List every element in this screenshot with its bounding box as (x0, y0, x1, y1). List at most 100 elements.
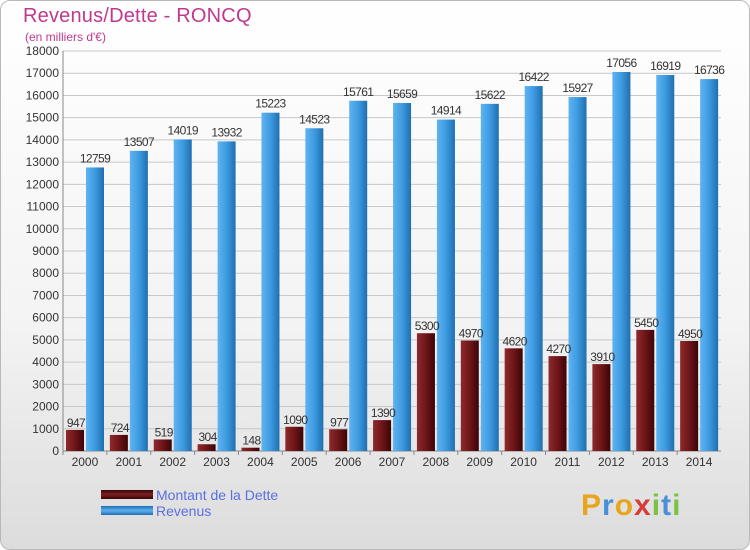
chart-subtitle: (en milliers d'€) (25, 30, 106, 44)
data-label-revenue: 15659 (387, 87, 418, 101)
data-label-revenue: 16919 (650, 59, 681, 73)
proxiti-logo: Proxiti (581, 489, 681, 523)
data-label-revenue: 16736 (694, 63, 725, 77)
data-label-debt: 4970 (459, 327, 484, 341)
x-tick-label: 2004 (247, 455, 274, 469)
x-tick-label: 2006 (335, 455, 362, 469)
logo-letter: r (602, 489, 615, 522)
data-label-revenue: 14523 (299, 112, 330, 126)
logo-letter: i (672, 489, 682, 522)
x-tick-label: 2000 (72, 455, 99, 469)
bar-debt (197, 444, 216, 451)
bar-debt (416, 333, 435, 451)
legend-label-revenue: Revenus (156, 503, 212, 519)
y-tick-label: 9000 (32, 244, 59, 258)
data-label-debt: 1390 (371, 406, 396, 420)
x-tick-label: 2003 (203, 455, 230, 469)
x-tick-label: 2002 (159, 455, 186, 469)
data-label-revenue: 15761 (343, 85, 374, 99)
bar-revenue (700, 79, 719, 451)
bar-debt (241, 447, 260, 451)
bar-debt (460, 340, 479, 451)
legend-swatch-revenue (101, 506, 153, 515)
y-tick-label: 0 (52, 444, 59, 458)
x-tick-label: 2010 (510, 455, 537, 469)
y-tick-label: 13000 (26, 155, 60, 169)
bar-revenue (261, 112, 280, 451)
data-label-revenue: 13932 (211, 125, 242, 139)
bar-debt (504, 348, 523, 451)
y-tick-label: 15000 (26, 111, 60, 125)
y-tick-label: 7000 (32, 288, 59, 302)
data-label-debt: 3910 (590, 350, 615, 364)
data-label-revenue: 14019 (168, 123, 199, 137)
data-label-debt: 519 (155, 425, 174, 439)
bar-debt (548, 356, 567, 451)
legend-label-debt: Montant de la Dette (156, 487, 279, 503)
y-tick-label: 16000 (26, 88, 60, 102)
y-tick-label: 8000 (32, 266, 59, 280)
data-label-debt: 5300 (415, 319, 440, 333)
chart-title: Revenus/Dette - RONCQ (23, 5, 252, 27)
bar-revenue (656, 75, 675, 452)
data-label-debt: 5450 (634, 316, 659, 330)
x-tick-label: 2011 (555, 455, 581, 469)
bar-debt (66, 429, 84, 451)
x-tick-label: 2007 (379, 455, 406, 469)
bar-revenue (436, 119, 455, 452)
bar-debt (636, 329, 655, 451)
bar-revenue (480, 103, 499, 451)
y-tick-label: 12000 (26, 177, 60, 191)
logo-letter: i (651, 489, 662, 522)
data-label-debt: 304 (198, 430, 217, 444)
y-tick-label: 10000 (26, 222, 60, 236)
data-label-revenue: 17056 (606, 56, 637, 70)
bar-revenue (305, 128, 324, 451)
data-label-revenue: 13507 (124, 135, 155, 149)
logo-letter: o (614, 489, 635, 522)
data-label-revenue: 15927 (562, 81, 593, 95)
data-label-debt: 148 (242, 434, 261, 448)
bar-debt (592, 364, 611, 451)
data-label-debt: 4620 (503, 334, 528, 348)
x-tick-label: 2014 (686, 455, 713, 469)
y-tick-label: 3000 (32, 377, 59, 391)
y-tick-label: 6000 (32, 311, 59, 325)
data-label-revenue: 15622 (475, 88, 506, 102)
y-tick-label: 18000 (26, 44, 60, 58)
bar-debt (329, 429, 348, 451)
y-tick-label: 14000 (26, 133, 60, 147)
x-tick-label: 2008 (423, 455, 450, 469)
data-label-debt: 724 (111, 421, 130, 435)
data-label-debt: 977 (330, 415, 349, 429)
x-tick-label: 2009 (466, 455, 493, 469)
data-label-revenue: 12759 (80, 151, 111, 165)
logo-letter: t (661, 489, 673, 522)
y-tick-label: 2000 (32, 400, 59, 414)
bar-revenue (217, 141, 236, 451)
y-tick-label: 1000 (32, 422, 59, 436)
logo-letter: x (634, 489, 652, 522)
data-label-debt: 4950 (678, 327, 703, 341)
data-label-debt: 947 (67, 416, 86, 430)
data-label-debt: 1090 (283, 413, 308, 427)
x-tick-label: 2005 (291, 455, 318, 469)
x-tick-label: 2013 (642, 455, 669, 469)
bar-revenue (524, 86, 543, 452)
bar-revenue (129, 150, 148, 451)
y-tick-label: 11000 (27, 200, 60, 214)
bar-revenue (173, 139, 192, 451)
bar-revenue (568, 97, 587, 452)
bar-revenue (612, 71, 631, 451)
logo-letter: P (581, 489, 603, 522)
bar-debt (373, 420, 392, 451)
data-label-revenue: 15223 (255, 97, 286, 111)
bar-debt (153, 439, 172, 451)
data-label-revenue: 14914 (431, 104, 462, 118)
bar-debt (109, 434, 128, 451)
x-tick-label: 2001 (115, 455, 142, 469)
bar-revenue (86, 167, 104, 451)
data-label-debt: 4270 (546, 342, 571, 356)
